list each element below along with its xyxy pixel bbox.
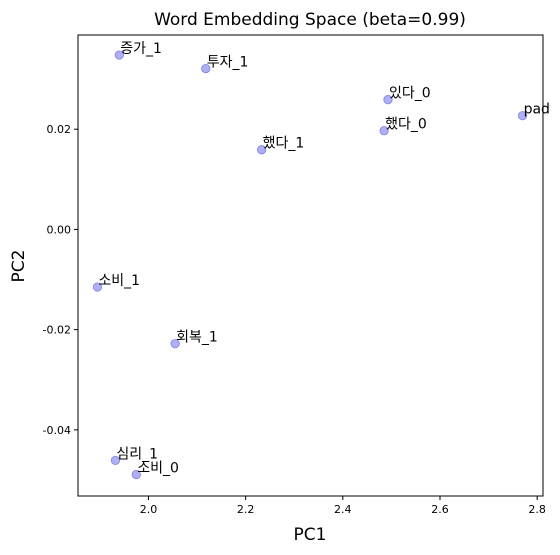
point-label: 했다_1 (263, 136, 305, 152)
x-tick-label: 2.8 (528, 503, 546, 516)
data-point (517, 111, 528, 121)
x-tick-label: 2.2 (237, 503, 255, 516)
data-point (201, 63, 211, 74)
x-tick-label: 2.4 (334, 503, 352, 516)
data-point (110, 455, 121, 466)
y-tick-label: -0.02 (43, 324, 71, 337)
point-label: 회복_1 (176, 330, 218, 346)
point-label: pad (524, 102, 550, 118)
x-axis-label: PC1 (294, 525, 327, 545)
data-point (379, 126, 389, 136)
point-label: 투자_1 (207, 55, 249, 71)
data-point (131, 469, 141, 480)
y-tick-label: 0.00 (47, 223, 72, 236)
data-point (257, 145, 267, 155)
y-tick-label: 0.02 (47, 123, 72, 136)
point-label: 있다_0 (389, 86, 431, 102)
data-point (383, 95, 393, 105)
point-label: 했다_0 (385, 117, 427, 133)
point-label: 소비_0 (137, 460, 179, 476)
point-label: 심리_1 (116, 446, 158, 462)
point-label: 증가_1 (120, 41, 162, 57)
y-tick-label: -0.04 (43, 424, 71, 437)
data-point (92, 282, 103, 292)
x-tick-label: 2.0 (140, 503, 158, 516)
plot-area: 2.0 2.2 2.4 2.6 2.8 -0.04 -0.02 0.00 0.02 증가_1 투자_… (43, 34, 550, 516)
x-tick-label: 2.6 (431, 503, 449, 516)
point-label: 소비_1 (98, 273, 140, 289)
y-axis-label: PC2 (9, 250, 29, 283)
data-point (114, 50, 124, 60)
chart-title: Word Embedding Space (beta=0.99) (154, 10, 466, 30)
plot-frame (77, 34, 544, 497)
data-point (170, 339, 180, 349)
